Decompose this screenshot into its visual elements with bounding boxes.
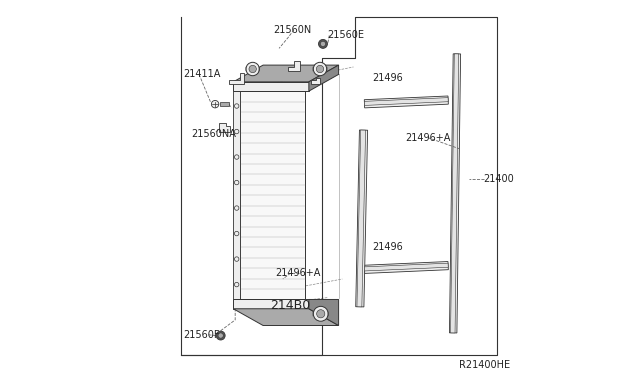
- Polygon shape: [229, 73, 244, 84]
- Circle shape: [249, 65, 257, 73]
- Circle shape: [246, 62, 259, 76]
- Circle shape: [218, 333, 223, 338]
- Text: 21400: 21400: [484, 174, 515, 183]
- Polygon shape: [451, 54, 459, 333]
- Text: 21411A: 21411A: [184, 70, 221, 79]
- Circle shape: [316, 65, 324, 73]
- Text: 21560F: 21560F: [184, 330, 220, 340]
- Bar: [220, 102, 229, 106]
- Text: 21496+A: 21496+A: [275, 269, 321, 278]
- Text: 21560NA: 21560NA: [191, 129, 237, 139]
- Circle shape: [314, 62, 326, 76]
- Text: R21400HE: R21400HE: [460, 360, 511, 369]
- Text: 21496: 21496: [372, 243, 403, 252]
- Text: 21496: 21496: [372, 73, 403, 83]
- Polygon shape: [234, 65, 339, 82]
- Text: 21496+A: 21496+A: [406, 133, 451, 142]
- Polygon shape: [234, 309, 339, 326]
- Text: 21560E: 21560E: [328, 31, 364, 40]
- Polygon shape: [219, 123, 230, 132]
- Polygon shape: [364, 96, 449, 108]
- Polygon shape: [449, 54, 461, 333]
- Polygon shape: [357, 130, 365, 307]
- Polygon shape: [364, 263, 448, 271]
- Polygon shape: [356, 130, 367, 307]
- Polygon shape: [289, 61, 300, 71]
- Polygon shape: [364, 97, 448, 105]
- Polygon shape: [310, 78, 320, 84]
- Text: 214B0: 214B0: [270, 299, 310, 311]
- Text: 21560N: 21560N: [273, 25, 312, 35]
- Circle shape: [321, 41, 326, 46]
- Circle shape: [319, 39, 328, 48]
- Circle shape: [317, 310, 325, 318]
- Polygon shape: [364, 262, 449, 273]
- Circle shape: [314, 307, 328, 321]
- Circle shape: [216, 331, 225, 340]
- Polygon shape: [234, 82, 309, 91]
- Bar: [240, 91, 305, 299]
- Polygon shape: [309, 299, 339, 326]
- Circle shape: [211, 100, 219, 108]
- Polygon shape: [309, 65, 339, 91]
- Bar: [234, 91, 240, 299]
- Polygon shape: [234, 299, 309, 309]
